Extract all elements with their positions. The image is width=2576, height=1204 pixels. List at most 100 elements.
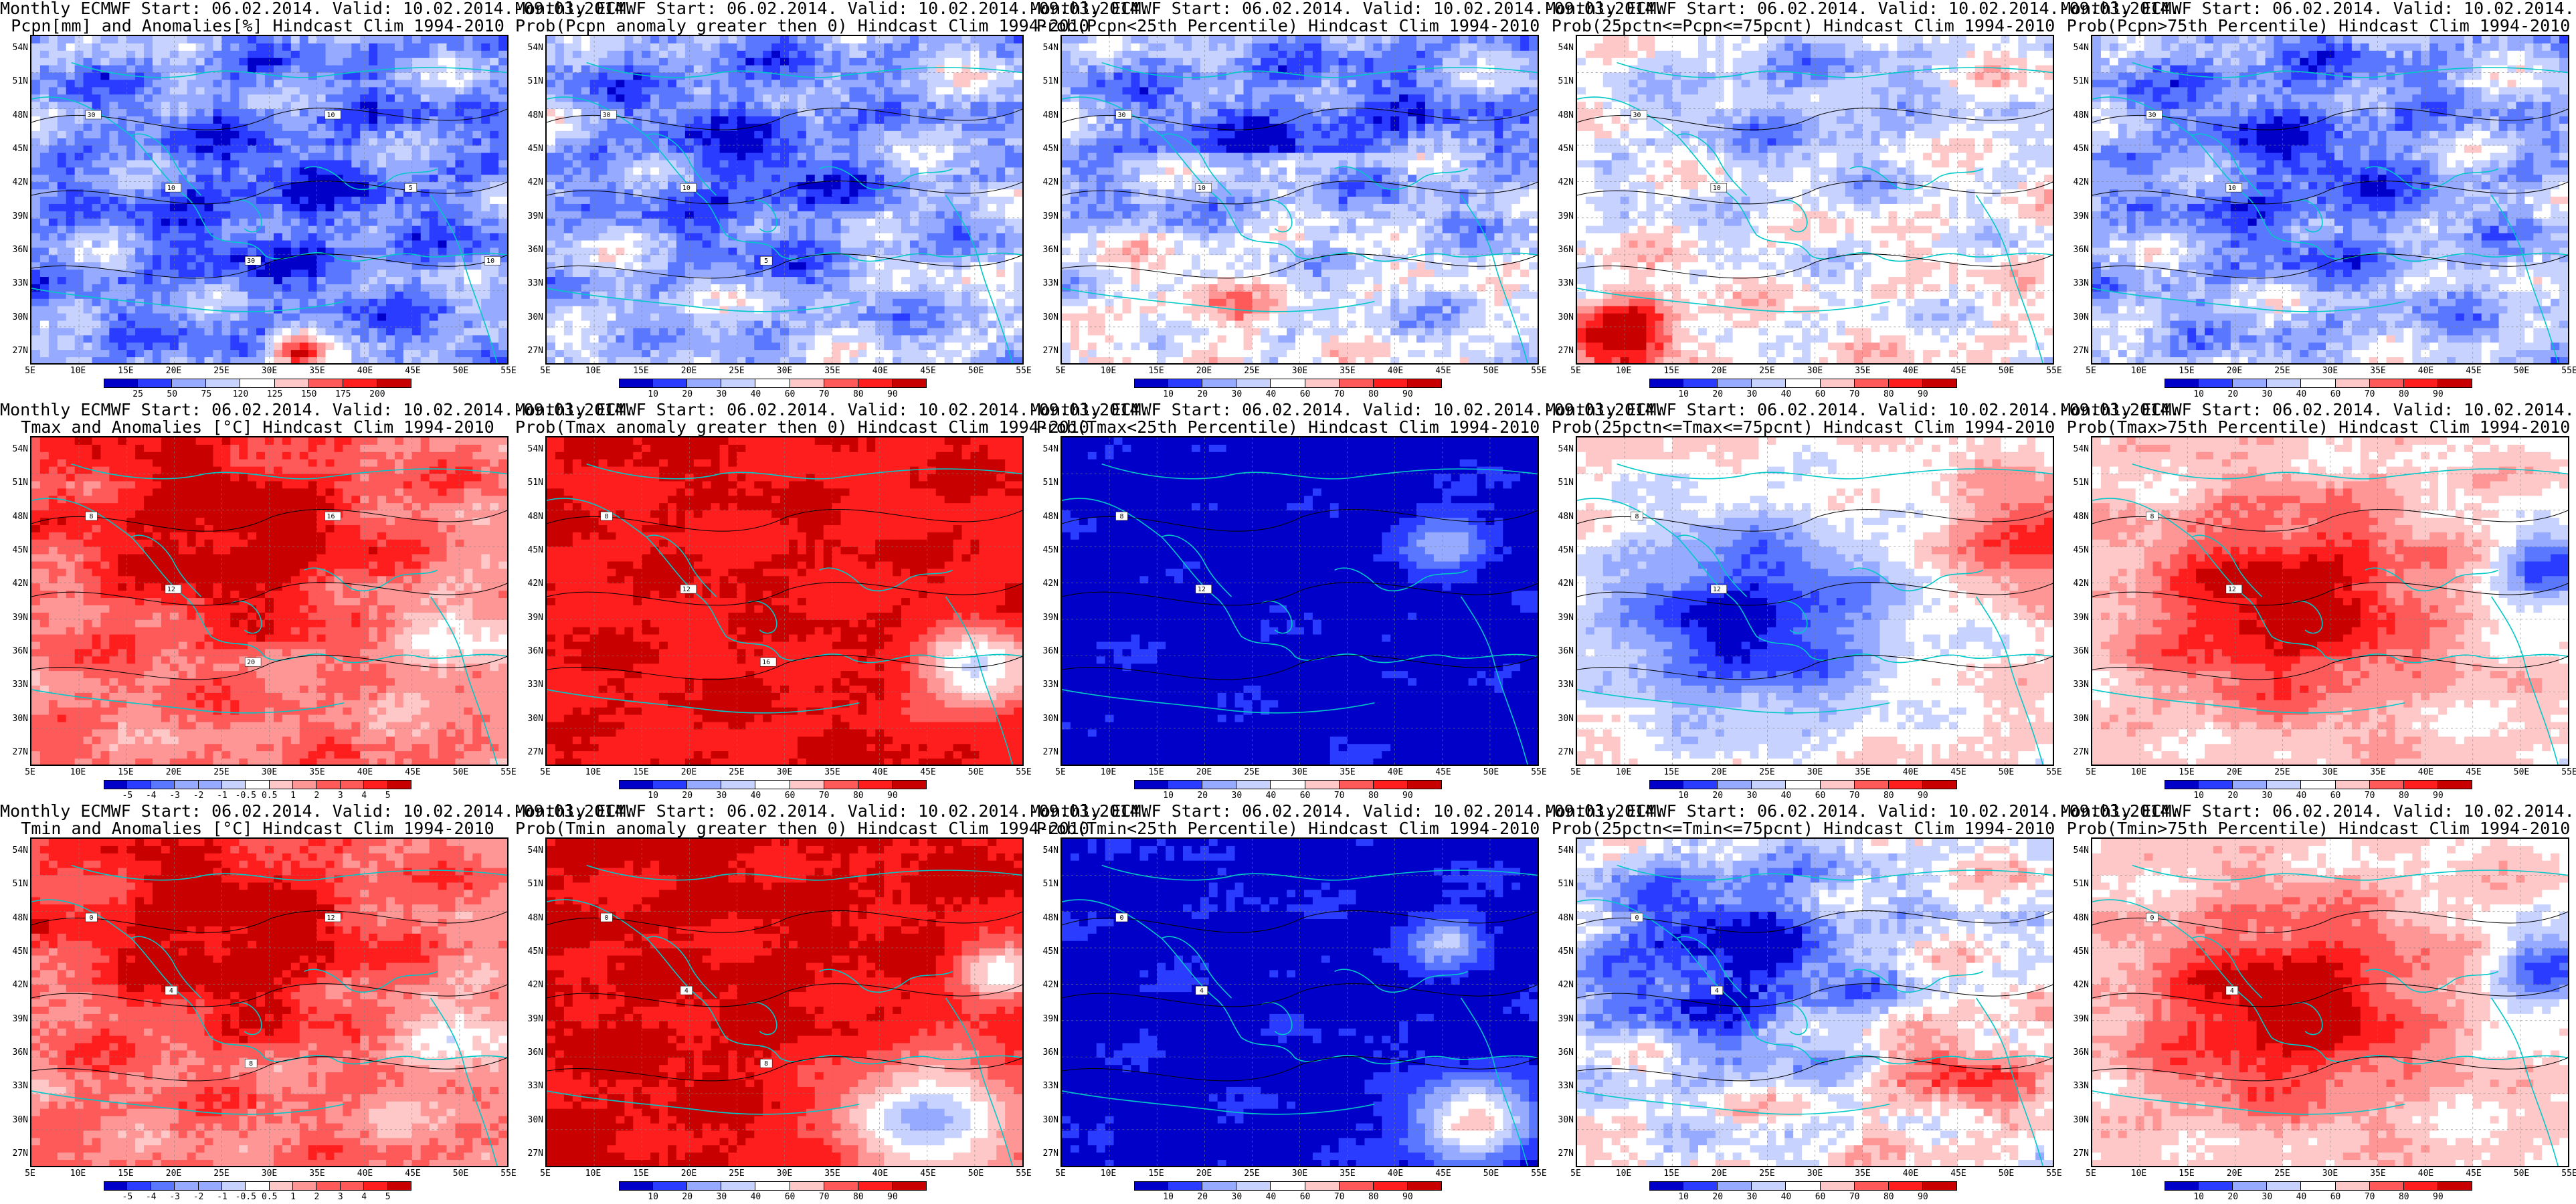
map-field: 8 12 <box>1577 437 2053 765</box>
longitude-label: 10E <box>2131 768 2146 777</box>
latitude-label: 54N <box>517 43 543 53</box>
colorbar-cell <box>2335 780 2370 789</box>
colorbar-tick-label: 90 <box>887 1193 898 1202</box>
colorbar-cell <box>619 780 654 789</box>
contour-label: 8 <box>600 511 613 521</box>
longitude-label: 20E <box>2227 1169 2242 1179</box>
longitude-label: 5E <box>1570 1169 1581 1179</box>
contour-label: 30 <box>85 110 102 120</box>
colorbar-cell <box>274 379 309 388</box>
latitude-label: 51N <box>1032 478 1059 488</box>
longitude-label: 30E <box>777 768 792 777</box>
colorbar-cell <box>1683 1181 1718 1191</box>
latitude-label: 54N <box>1547 43 1574 53</box>
latitude-label: 39N <box>1 613 28 623</box>
contour-label: 10 <box>484 256 501 266</box>
contour-label: 12 <box>165 584 181 594</box>
colorbar: 10 20 30 40 60 70 80 90 <box>1134 379 1442 399</box>
contour-label: 12 <box>1195 584 1212 594</box>
colorbar-cell <box>246 1181 270 1191</box>
colorbar-cell <box>364 1181 388 1191</box>
longitude-label: 45E <box>405 768 420 777</box>
map-panel: Monthly ECMWF Start: 06.02.2014. Valid: … <box>1546 0 2180 401</box>
longitude-label: 15E <box>1148 1169 1164 1179</box>
colorbar-cell <box>246 780 270 789</box>
colorbar: 10 20 30 40 60 70 80 90 <box>619 379 927 399</box>
colorbar-tick-label: 30 <box>1232 791 1243 801</box>
latitude-label: 30N <box>1547 312 1574 322</box>
latitude-label: 36N <box>517 1048 543 1058</box>
colorbar-cell <box>387 1181 411 1191</box>
latitude-label: 27N <box>1032 1149 1059 1159</box>
longitude-label: 35E <box>309 367 325 376</box>
colorbar-tick-label: 80 <box>2399 1193 2409 1202</box>
longitude-label: 15E <box>1663 1169 1679 1179</box>
colorbar-cell <box>721 379 756 388</box>
colorbar-tick-label: 0.5 <box>262 1193 277 1202</box>
colorbar-tick-label: 60 <box>2330 1193 2341 1202</box>
latitude-label: 42N <box>1032 178 1059 187</box>
colorbar-cell <box>1718 780 1752 789</box>
map-plot-area: 0 4 8 12 <box>30 837 509 1167</box>
colorbar-cell <box>1202 780 1237 789</box>
map-panel: Monthly ECMWF Start: 06.02.2014. Valid: … <box>515 803 1149 1204</box>
colorbar-cell <box>824 1181 858 1191</box>
colorbar-cell <box>619 379 654 388</box>
contour-label: 0 <box>1115 912 1128 922</box>
svg-text:5: 5 <box>409 185 413 192</box>
colorbar-tick-label: 70 <box>2365 791 2375 801</box>
longitude-label: 45E <box>405 1169 420 1179</box>
latitude-label: 36N <box>517 647 543 656</box>
colorbar-cell <box>1922 379 1957 388</box>
colorbar-cell <box>1820 780 1855 789</box>
latitude-label: 30N <box>2062 312 2089 322</box>
latitude-label: 48N <box>2062 110 2089 120</box>
colorbar-tick-label: -2 <box>193 791 204 801</box>
colorbar-tick-label: 3 <box>338 791 343 801</box>
colorbar-cell <box>2369 780 2404 789</box>
panel-title-variable: Prob(Pcpn<25th Percentile) Hindcast Clim… <box>1030 17 1546 35</box>
longitude-label: 20E <box>1712 367 1727 376</box>
colorbar-tick-label: 90 <box>2433 1193 2444 1202</box>
latitude-label: 45N <box>517 546 543 555</box>
contour-label: 4 <box>1710 985 1724 995</box>
longitude-label: 25E <box>213 1169 229 1179</box>
longitude-label: 50E <box>2514 1169 2529 1179</box>
longitude-label: 20E <box>166 768 181 777</box>
latitude-label: 36N <box>2062 1048 2089 1058</box>
colorbar-tick-label: 10 <box>2193 1193 2204 1202</box>
latitude-label: 27N <box>1547 748 1574 757</box>
latitude-label: 48N <box>2062 512 2089 522</box>
contour-label: 0 <box>600 912 613 922</box>
colorbar-tick-label: 40 <box>2296 791 2307 801</box>
contour-label: 10 <box>680 183 697 193</box>
longitude-label: 20E <box>166 1169 181 1179</box>
colorbar-tick-label: 30 <box>2262 1193 2273 1202</box>
latitude-label: 30N <box>517 312 543 322</box>
latitude-label: 42N <box>1 178 28 187</box>
latitude-label: 54N <box>1032 445 1059 454</box>
colorbar-cell <box>2267 379 2302 388</box>
map-field: 8 12 20 16 <box>31 437 507 765</box>
latitude-label: 36N <box>2062 245 2089 255</box>
colorbar-tick-label: 30 <box>1232 1193 1243 1202</box>
colorbar-cell <box>2199 1181 2233 1191</box>
panel-title-variable: Prob(Tmin>75th Percentile) Hindcast Clim… <box>2061 820 2576 837</box>
colorbar-cell <box>721 780 756 789</box>
colorbar-cell <box>1236 1181 1271 1191</box>
longitude-label: 15E <box>118 768 133 777</box>
longitude-label: 20E <box>2227 367 2242 376</box>
longitude-label: 30E <box>1292 768 1307 777</box>
colorbar-cell <box>1888 780 1923 789</box>
map-plot-area: 8 12 20 16 <box>30 436 509 766</box>
latitude-label: 33N <box>517 1082 543 1091</box>
colorbar: 10 20 30 40 60 70 80 90 <box>1649 379 1957 399</box>
longitude-label: 45E <box>2466 768 2481 777</box>
latitude-label: 30N <box>1 714 28 724</box>
map-panel: Monthly ECMWF Start: 06.02.2014. Valid: … <box>0 803 634 1204</box>
map-panel: Monthly ECMWF Start: 06.02.2014. Valid: … <box>2061 803 2576 1204</box>
longitude-label: 15E <box>1663 367 1679 376</box>
latitude-label: 39N <box>2062 211 2089 221</box>
colorbar-tick-label: 10 <box>2193 791 2204 801</box>
longitude-label: 45E <box>920 768 935 777</box>
